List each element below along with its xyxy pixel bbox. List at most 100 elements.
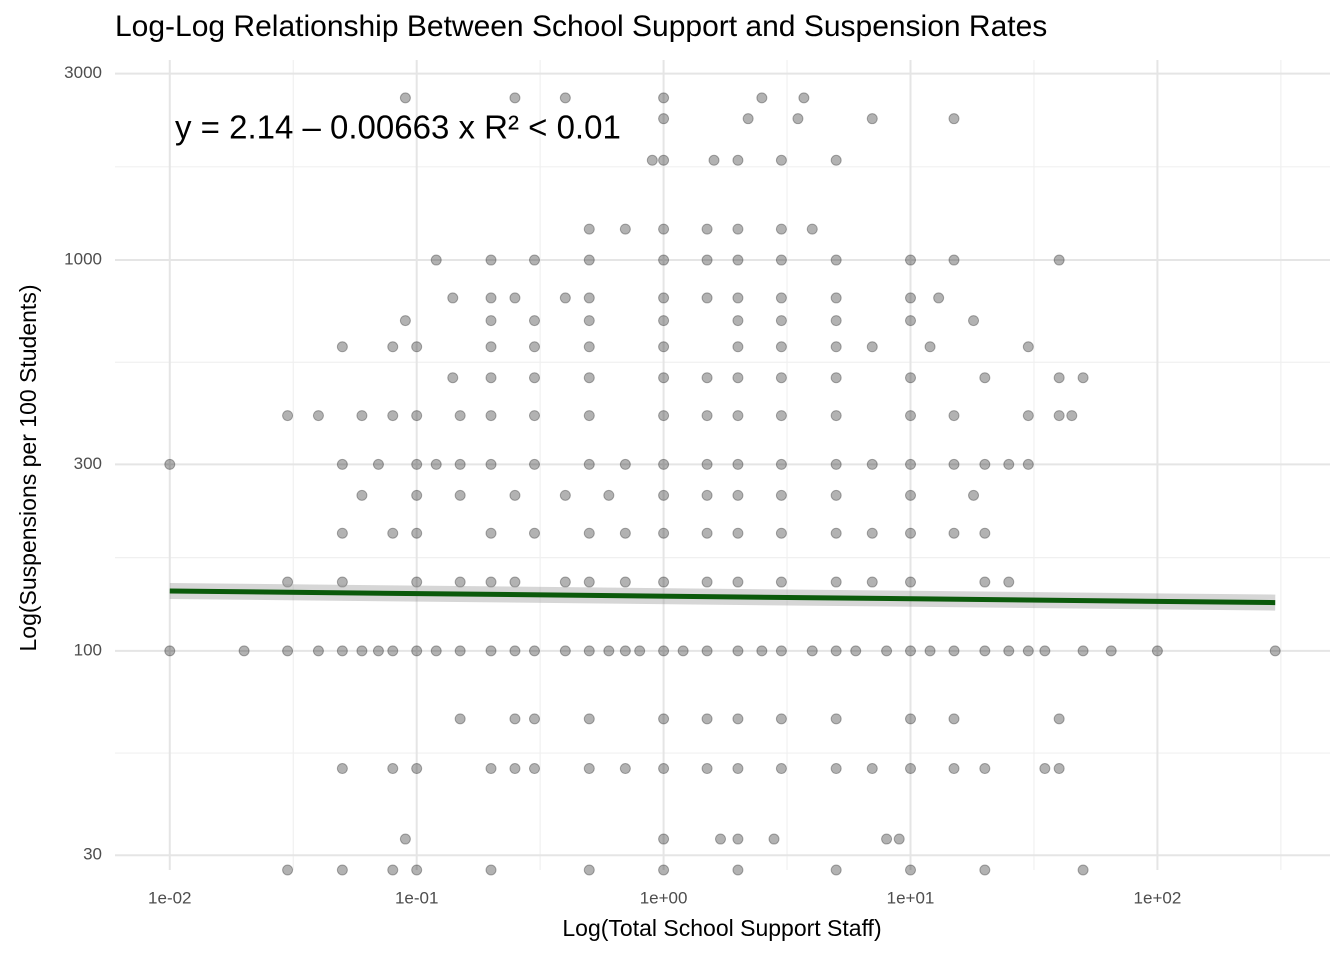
point: [905, 410, 917, 422]
point: [701, 527, 713, 539]
point: [282, 645, 294, 657]
point: [485, 254, 497, 266]
point: [893, 833, 905, 845]
point: [336, 341, 348, 353]
point: [775, 576, 787, 588]
point: [775, 763, 787, 775]
point: [866, 341, 878, 353]
point: [583, 292, 595, 304]
point: [528, 410, 540, 422]
point: [583, 341, 595, 353]
point: [646, 154, 658, 166]
point: [658, 713, 670, 725]
point: [336, 458, 348, 470]
point: [387, 864, 399, 876]
point: [356, 410, 368, 422]
point: [768, 833, 780, 845]
point: [658, 763, 670, 775]
point: [948, 254, 960, 266]
point: [905, 292, 917, 304]
y-tick-label: 3000: [64, 63, 102, 82]
point: [619, 527, 631, 539]
point: [1022, 410, 1034, 422]
point: [485, 292, 497, 304]
point: [701, 763, 713, 775]
point: [866, 763, 878, 775]
point: [411, 489, 423, 501]
point: [742, 113, 754, 125]
point: [775, 458, 787, 470]
point: [850, 645, 862, 657]
point: [454, 489, 466, 501]
point: [658, 223, 670, 235]
point: [806, 223, 818, 235]
point: [454, 645, 466, 657]
point: [905, 645, 917, 657]
point: [583, 223, 595, 235]
point: [701, 292, 713, 304]
point: [732, 527, 744, 539]
point: [485, 763, 497, 775]
point: [830, 315, 842, 327]
point: [775, 315, 787, 327]
point: [658, 410, 670, 422]
point: [447, 292, 459, 304]
point: [336, 527, 348, 539]
point: [411, 458, 423, 470]
x-tick-label: 1e-02: [148, 888, 191, 907]
point: [583, 315, 595, 327]
point: [1022, 341, 1034, 353]
point: [830, 254, 842, 266]
point: [979, 645, 991, 657]
point: [619, 576, 631, 588]
y-tick-label: 100: [74, 640, 102, 659]
point: [905, 713, 917, 725]
point: [732, 223, 744, 235]
point: [485, 527, 497, 539]
point: [798, 92, 810, 104]
point: [732, 315, 744, 327]
point: [701, 372, 713, 384]
point: [399, 833, 411, 845]
point: [775, 154, 787, 166]
x-tick-label: 1e+02: [1134, 888, 1182, 907]
point: [1066, 410, 1078, 422]
point: [356, 489, 368, 501]
point: [1003, 645, 1015, 657]
point: [775, 254, 787, 266]
point: [485, 864, 497, 876]
point: [528, 315, 540, 327]
point: [485, 458, 497, 470]
point: [559, 576, 571, 588]
point: [775, 527, 787, 539]
point: [979, 576, 991, 588]
point: [658, 315, 670, 327]
labels: 1e-02 1e-01 1e+00 1e+01 1e+02 30 100 300 1000 300…: [64, 63, 1181, 907]
point: [528, 763, 540, 775]
point: [830, 154, 842, 166]
point: [775, 372, 787, 384]
point: [732, 341, 744, 353]
point: [658, 254, 670, 266]
point: [528, 713, 540, 725]
point: [509, 576, 521, 588]
point: [830, 864, 842, 876]
point: [559, 489, 571, 501]
point: [658, 292, 670, 304]
point: [559, 645, 571, 657]
point: [509, 489, 521, 501]
point: [924, 341, 936, 353]
point: [583, 372, 595, 384]
point: [658, 645, 670, 657]
point: [979, 763, 991, 775]
point: [619, 645, 631, 657]
point: [509, 92, 521, 104]
point: [830, 713, 842, 725]
point: [701, 576, 713, 588]
point: [658, 341, 670, 353]
point: [866, 458, 878, 470]
point: [948, 458, 960, 470]
point: [411, 864, 423, 876]
annotation: y = 2.14 – 0.00663 x R² < 0.01: [175, 109, 621, 146]
